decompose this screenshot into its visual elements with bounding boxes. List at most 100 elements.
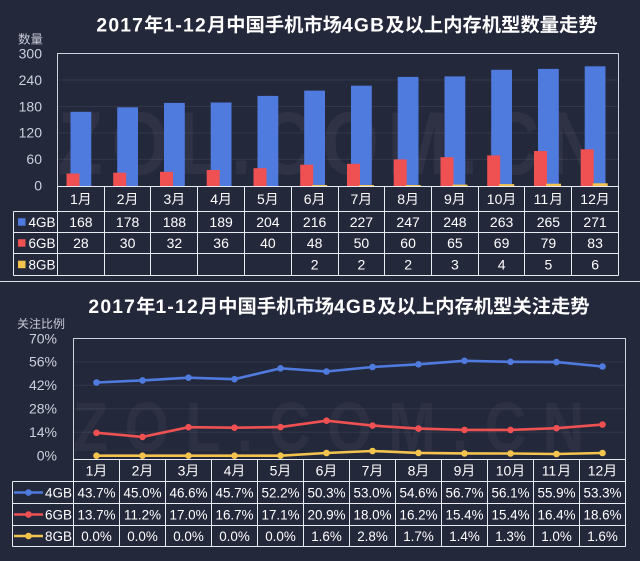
- svg-text:7: 7: [351, 191, 359, 207]
- svg-text:53.3%: 53.3%: [584, 485, 622, 500]
- svg-text:4GB: 4GB: [342, 16, 385, 37]
- svg-text:2: 2: [311, 256, 319, 272]
- svg-text:45.7%: 45.7%: [216, 485, 254, 500]
- svg-text:1.4%: 1.4%: [449, 529, 480, 544]
- svg-text:1.7%: 1.7%: [403, 529, 434, 544]
- svg-text:56.7%: 56.7%: [446, 485, 484, 500]
- svg-text:8GB: 8GB: [45, 529, 72, 544]
- svg-text:1: 1: [86, 462, 94, 478]
- svg-text:265: 265: [537, 214, 561, 230]
- svg-text:2: 2: [117, 191, 125, 207]
- svg-text:15.4%: 15.4%: [446, 507, 484, 522]
- svg-text:56.1%: 56.1%: [492, 485, 530, 500]
- svg-text:168: 168: [69, 214, 93, 230]
- svg-text:3: 3: [451, 256, 459, 272]
- svg-text:8: 8: [408, 462, 416, 478]
- svg-text:30: 30: [120, 235, 136, 251]
- svg-text:188: 188: [163, 214, 187, 230]
- svg-text:1-12: 1-12: [164, 16, 207, 37]
- svg-text:2017: 2017: [88, 297, 136, 318]
- svg-text:52.2%: 52.2%: [262, 485, 300, 500]
- svg-text:8GB: 8GB: [29, 257, 56, 272]
- svg-text:46.6%: 46.6%: [170, 485, 208, 500]
- svg-text:4: 4: [498, 256, 506, 272]
- svg-text:300: 300: [19, 45, 43, 61]
- svg-text:16.7%: 16.7%: [216, 507, 254, 522]
- svg-text:2: 2: [358, 256, 366, 272]
- svg-text:0.0%: 0.0%: [219, 529, 250, 544]
- svg-text:0.0%: 0.0%: [127, 529, 158, 544]
- svg-text:54.6%: 54.6%: [400, 485, 438, 500]
- svg-text:13.7%: 13.7%: [78, 507, 116, 522]
- svg-text:271: 271: [583, 214, 607, 230]
- svg-text:2: 2: [404, 256, 412, 272]
- svg-text:6GB: 6GB: [45, 507, 72, 522]
- svg-text:79: 79: [541, 235, 557, 251]
- svg-text:1.6%: 1.6%: [587, 529, 618, 544]
- svg-text:12: 12: [588, 462, 604, 478]
- svg-text:3: 3: [164, 191, 172, 207]
- svg-text:204: 204: [256, 214, 280, 230]
- svg-text:6: 6: [304, 191, 312, 207]
- svg-text:7: 7: [362, 462, 370, 478]
- svg-text:60: 60: [400, 235, 416, 251]
- svg-text:53.0%: 53.0%: [354, 485, 392, 500]
- svg-text:5: 5: [257, 191, 265, 207]
- svg-text:16.2%: 16.2%: [400, 507, 438, 522]
- svg-text:263: 263: [490, 214, 514, 230]
- svg-text:1: 1: [70, 191, 78, 207]
- svg-text:1-12: 1-12: [156, 297, 199, 318]
- svg-text:189: 189: [209, 214, 233, 230]
- svg-text:15.4%: 15.4%: [492, 507, 530, 522]
- svg-text:180: 180: [19, 98, 43, 114]
- svg-text:6: 6: [316, 462, 324, 478]
- svg-text:0%: 0%: [37, 448, 57, 464]
- svg-text:18.0%: 18.0%: [354, 507, 392, 522]
- svg-text:50: 50: [354, 235, 370, 251]
- svg-text:1.0%: 1.0%: [541, 529, 572, 544]
- svg-text:227: 227: [350, 214, 374, 230]
- svg-text:9: 9: [444, 191, 452, 207]
- svg-text:11.2%: 11.2%: [124, 507, 161, 522]
- svg-text:8: 8: [397, 191, 405, 207]
- svg-text:70%: 70%: [29, 330, 57, 346]
- svg-text:1.3%: 1.3%: [495, 529, 526, 544]
- svg-text:247: 247: [396, 214, 420, 230]
- svg-text:42%: 42%: [29, 377, 57, 393]
- svg-text:240: 240: [19, 72, 43, 88]
- svg-text:0: 0: [34, 178, 42, 194]
- svg-text:10: 10: [496, 462, 512, 478]
- svg-text:56%: 56%: [29, 354, 57, 370]
- svg-text:16.4%: 16.4%: [538, 507, 576, 522]
- svg-text:5: 5: [545, 256, 553, 272]
- svg-text:32: 32: [167, 235, 183, 251]
- svg-text:6GB: 6GB: [29, 236, 56, 251]
- svg-text:40: 40: [260, 235, 276, 251]
- svg-text:48: 48: [307, 235, 323, 251]
- svg-text:36: 36: [213, 235, 229, 251]
- svg-text:0.0%: 0.0%: [265, 529, 296, 544]
- svg-text:120: 120: [19, 125, 43, 141]
- svg-text:55.9%: 55.9%: [538, 485, 576, 500]
- svg-text:178: 178: [116, 214, 140, 230]
- svg-text:20.9%: 20.9%: [308, 507, 346, 522]
- svg-text:12: 12: [580, 191, 596, 207]
- svg-text:ZOL.COM.CN: ZOL.COM.CN: [58, 94, 610, 194]
- svg-text:2017: 2017: [96, 16, 144, 37]
- svg-text:28: 28: [73, 235, 89, 251]
- svg-text:11: 11: [534, 191, 549, 207]
- svg-text:65: 65: [447, 235, 463, 251]
- svg-text:28%: 28%: [29, 401, 57, 417]
- svg-text:4GB: 4GB: [29, 215, 56, 230]
- svg-text:17.1%: 17.1%: [262, 507, 300, 522]
- svg-text:1.6%: 1.6%: [311, 529, 342, 544]
- svg-text:5: 5: [270, 462, 278, 478]
- svg-text:0.0%: 0.0%: [81, 529, 112, 544]
- svg-text:6: 6: [591, 256, 599, 272]
- svg-text:3: 3: [178, 462, 186, 478]
- svg-text:216: 216: [303, 214, 327, 230]
- svg-text:4GB: 4GB: [45, 485, 72, 500]
- svg-text:4GB: 4GB: [334, 297, 377, 318]
- svg-text:0.0%: 0.0%: [173, 529, 204, 544]
- svg-text:4: 4: [210, 191, 218, 207]
